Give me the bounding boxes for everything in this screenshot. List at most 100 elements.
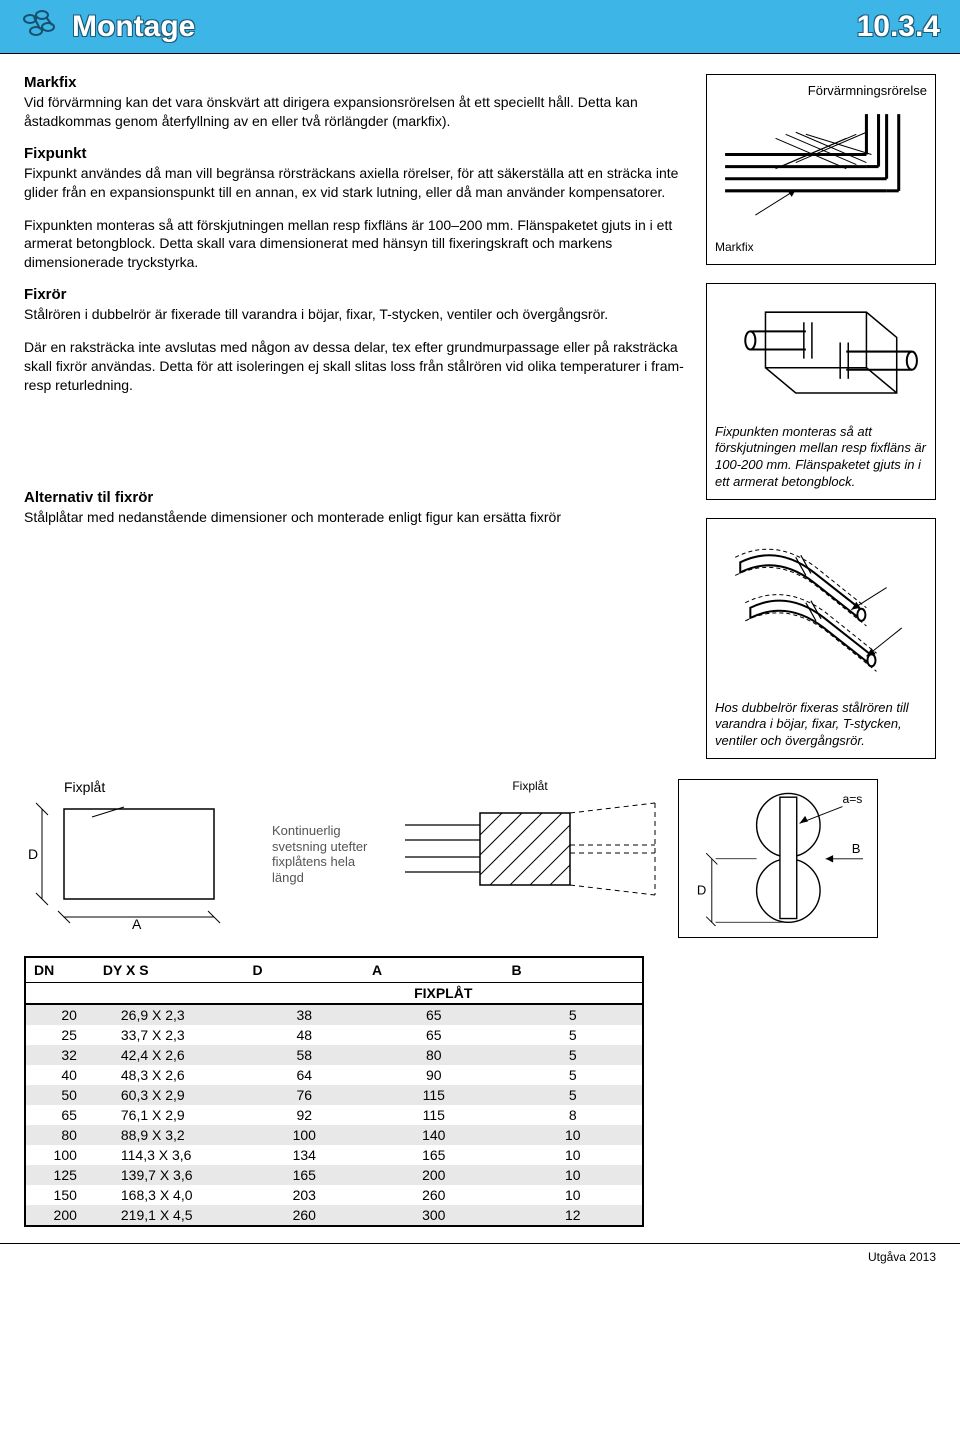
main-column: Markfix Vid förvärmning kan det vara öns…	[24, 74, 688, 759]
table-cell: 260	[364, 1185, 503, 1205]
table-row: 3242,4 X 2,658805	[25, 1045, 643, 1065]
table-cell: 300	[364, 1205, 503, 1226]
table-cell: 100	[244, 1125, 364, 1145]
th-a: A	[364, 957, 503, 983]
markfix-heading: Markfix	[24, 74, 688, 91]
table-cell: 165	[244, 1165, 364, 1185]
header-left: Montage	[20, 5, 195, 48]
table-cell: 58	[244, 1045, 364, 1065]
table-cell: 8	[504, 1105, 643, 1125]
dim-D-label: D	[28, 846, 38, 862]
table-cell: 65	[25, 1105, 95, 1125]
table-cell: 140	[364, 1125, 503, 1145]
table-cell: 25	[25, 1025, 95, 1045]
table-cell: 80	[364, 1045, 503, 1065]
fixplat-label-2: Fixplåt	[400, 779, 660, 793]
th-sub: FIXPLÅT	[244, 983, 643, 1005]
table-cell: 64	[244, 1065, 364, 1085]
th-b: B	[504, 957, 643, 983]
table-cell: 90	[364, 1065, 503, 1085]
table-cell: 10	[504, 1185, 643, 1205]
fixror-text2: Där en raksträcka inte avslutas med någo…	[24, 338, 688, 395]
fig1-title: Förvärmningsrörelse	[715, 83, 927, 100]
fig1-svg	[715, 104, 927, 225]
table-cell: 40	[25, 1065, 95, 1085]
table-cell: 80	[25, 1125, 95, 1145]
svg-text:B: B	[852, 841, 861, 856]
table-cell: 219,1 X 4,5	[95, 1205, 245, 1226]
table-cell: 42,4 X 2,6	[95, 1045, 245, 1065]
fig3-svg	[715, 527, 927, 689]
table-cell: 60,3 X 2,9	[95, 1085, 245, 1105]
table-cell: 10	[504, 1125, 643, 1145]
footer-text: Utgåva 2013	[868, 1250, 936, 1264]
table-cell: 115	[364, 1085, 503, 1105]
fixror-heading: Fixrör	[24, 286, 688, 303]
th-d: D	[244, 957, 364, 983]
table-cell: 260	[244, 1205, 364, 1226]
dim-A-label: A	[132, 916, 142, 929]
table-wrap: DN DY X S D A B FIXPLÅT 2026,9 X 2,33865…	[0, 938, 960, 1233]
table-row: 2533,7 X 2,348655	[25, 1025, 643, 1045]
fig2-caption: Fixpunkten monteras så att förskjutninge…	[715, 424, 927, 492]
table-cell: 139,7 X 3,6	[95, 1165, 245, 1185]
diagram-fixplat-rect: Fixplåt D A	[24, 779, 254, 932]
table-cell: 5	[504, 1085, 643, 1105]
table-cell: 150	[25, 1185, 95, 1205]
table-cell: 76,1 X 2,9	[95, 1105, 245, 1125]
page-code: 10.3.4	[857, 10, 940, 44]
fig1-label: Markfix	[715, 240, 927, 256]
pipe-icon	[20, 5, 60, 48]
table-row: 6576,1 X 2,9921158	[25, 1105, 643, 1125]
fixpunkt-heading: Fixpunkt	[24, 145, 688, 162]
table-cell: 88,9 X 3,2	[95, 1125, 245, 1145]
table-cell: 50	[25, 1085, 95, 1105]
fig2-svg	[715, 292, 927, 413]
fig3-caption: Hos dubbelrör fixeras stålrören till var…	[715, 700, 927, 751]
fixplat-label-1: Fixplåt	[64, 779, 254, 795]
table-cell: 115	[364, 1105, 503, 1125]
diagram-fixplat-weld: Fixplåt	[400, 779, 660, 908]
side-column: Förvärmningsrörelse	[706, 74, 936, 759]
table-cell: 100	[25, 1145, 95, 1165]
table-cell: 76	[244, 1085, 364, 1105]
table-row: 4048,3 X 2,664905	[25, 1065, 643, 1085]
table-cell: 33,7 X 2,3	[95, 1025, 245, 1045]
table-cell: 32	[25, 1045, 95, 1065]
footer: Utgåva 2013	[0, 1243, 960, 1270]
table-cell: 168,3 X 4,0	[95, 1185, 245, 1205]
table-row: 5060,3 X 2,9761155	[25, 1085, 643, 1105]
diagram-cross-section: D a=s B	[678, 779, 878, 938]
table-cell: 20	[25, 1004, 95, 1025]
table-row: 125139,7 X 3,616520010	[25, 1165, 643, 1185]
table-cell: 134	[244, 1145, 364, 1165]
table-row: 2026,9 X 2,338655	[25, 1004, 643, 1025]
table-cell: 12	[504, 1205, 643, 1226]
svg-text:a=s: a=s	[842, 792, 862, 806]
table-cell: 114,3 X 3,6	[95, 1145, 245, 1165]
header-bar: Montage 10.3.4	[0, 0, 960, 54]
alt-fixror-heading: Alternativ til fixrör	[24, 489, 688, 506]
fixror-text1: Stålrören i dubbelrör är fixerade till v…	[24, 305, 688, 324]
table-cell: 92	[244, 1105, 364, 1125]
table-cell: 5	[504, 1004, 643, 1025]
table-cell: 125	[25, 1165, 95, 1185]
table-cell: 65	[364, 1025, 503, 1045]
table-cell: 38	[244, 1004, 364, 1025]
table-cell: 5	[504, 1065, 643, 1085]
table-cell: 10	[504, 1145, 643, 1165]
th-dn: DN	[25, 957, 95, 983]
table-cell: 203	[244, 1185, 364, 1205]
welding-note: Kontinuerlig svetsning utefter fixplåten…	[272, 823, 382, 885]
table-row: 200219,1 X 4,526030012	[25, 1205, 643, 1226]
table-row: 150168,3 X 4,020326010	[25, 1185, 643, 1205]
table-cell: 48,3 X 2,6	[95, 1065, 245, 1085]
table-cell: 65	[364, 1004, 503, 1025]
table-row: 8088,9 X 3,210014010	[25, 1125, 643, 1145]
fixplat-table: DN DY X S D A B FIXPLÅT 2026,9 X 2,33865…	[24, 956, 644, 1227]
fixpunkt-text: Fixpunkt användes då man vill begränsa r…	[24, 164, 688, 202]
table-cell: 10	[504, 1165, 643, 1185]
figure-forvarmning: Förvärmningsrörelse	[706, 74, 936, 265]
table-cell: 26,9 X 2,3	[95, 1004, 245, 1025]
table-row: 100114,3 X 3,613416510	[25, 1145, 643, 1165]
